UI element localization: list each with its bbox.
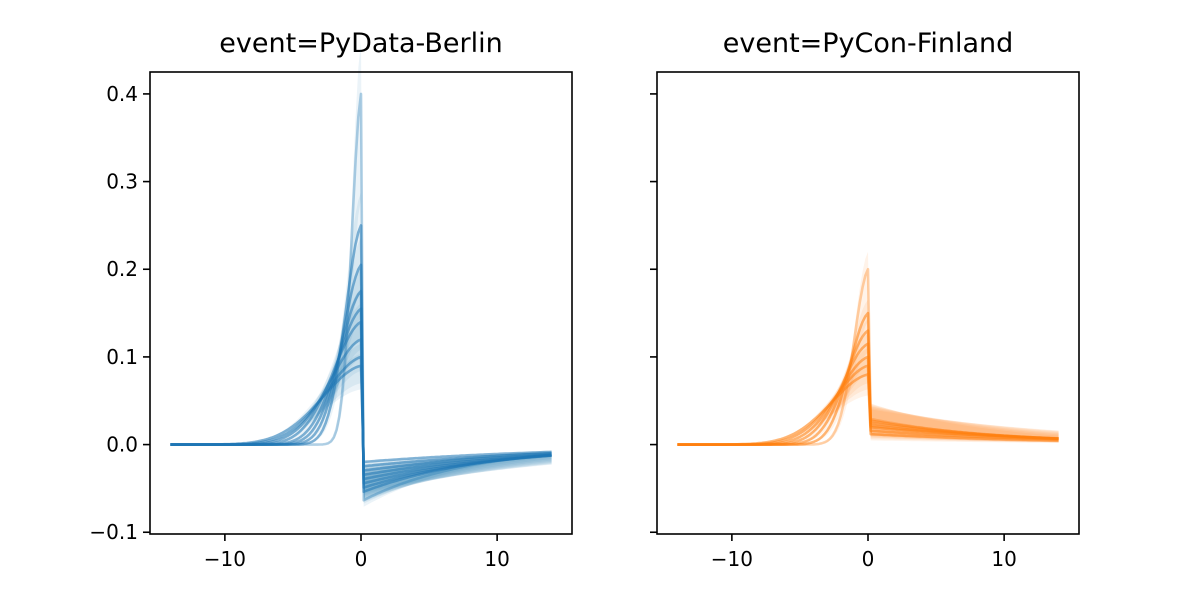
panel-title: event=PyData-Berlin xyxy=(219,28,502,59)
confidence-band xyxy=(677,357,1059,445)
series-lines xyxy=(677,267,1059,446)
y-tick-label: 0.4 xyxy=(106,82,138,106)
series-lines xyxy=(170,92,552,502)
confidence-band xyxy=(170,41,552,507)
y-axis-ticks: −0.1 0.0 0.1 0.2 0.3 0.4 xyxy=(89,82,150,544)
confidence-band xyxy=(677,251,1059,445)
y-tick-label: 0.1 xyxy=(106,345,138,369)
series-line xyxy=(677,373,1059,446)
panel-title: event=PyCon-Finland xyxy=(723,28,1014,59)
x-tick-label: 10 xyxy=(484,547,509,571)
y-tick-label: 0.3 xyxy=(106,170,138,194)
x-tick-label: −10 xyxy=(204,547,246,571)
y-tick-label: −0.1 xyxy=(89,520,138,544)
series-line xyxy=(170,364,552,464)
x-axis-ticks: −10 0 10 xyxy=(204,534,510,571)
x-tick-label: 0 xyxy=(862,547,875,571)
panel-pydata-berlin: event=PyData-Berlin −10 0 10 −0.1 0.0 0.… xyxy=(89,28,573,571)
y-tick-label: 0.0 xyxy=(106,433,138,457)
x-tick-label: 10 xyxy=(991,547,1016,571)
y-tick-label: 0.2 xyxy=(106,257,138,281)
x-tick-label: 0 xyxy=(355,547,368,571)
x-axis-ticks: −10 0 10 xyxy=(711,534,1017,571)
x-tick-label: −10 xyxy=(711,547,753,571)
panel-pycon-finland: event=PyCon-Finland −10 0 10 xyxy=(650,28,1080,571)
confidence-band xyxy=(677,367,1059,445)
y-axis-ticks xyxy=(650,93,657,534)
